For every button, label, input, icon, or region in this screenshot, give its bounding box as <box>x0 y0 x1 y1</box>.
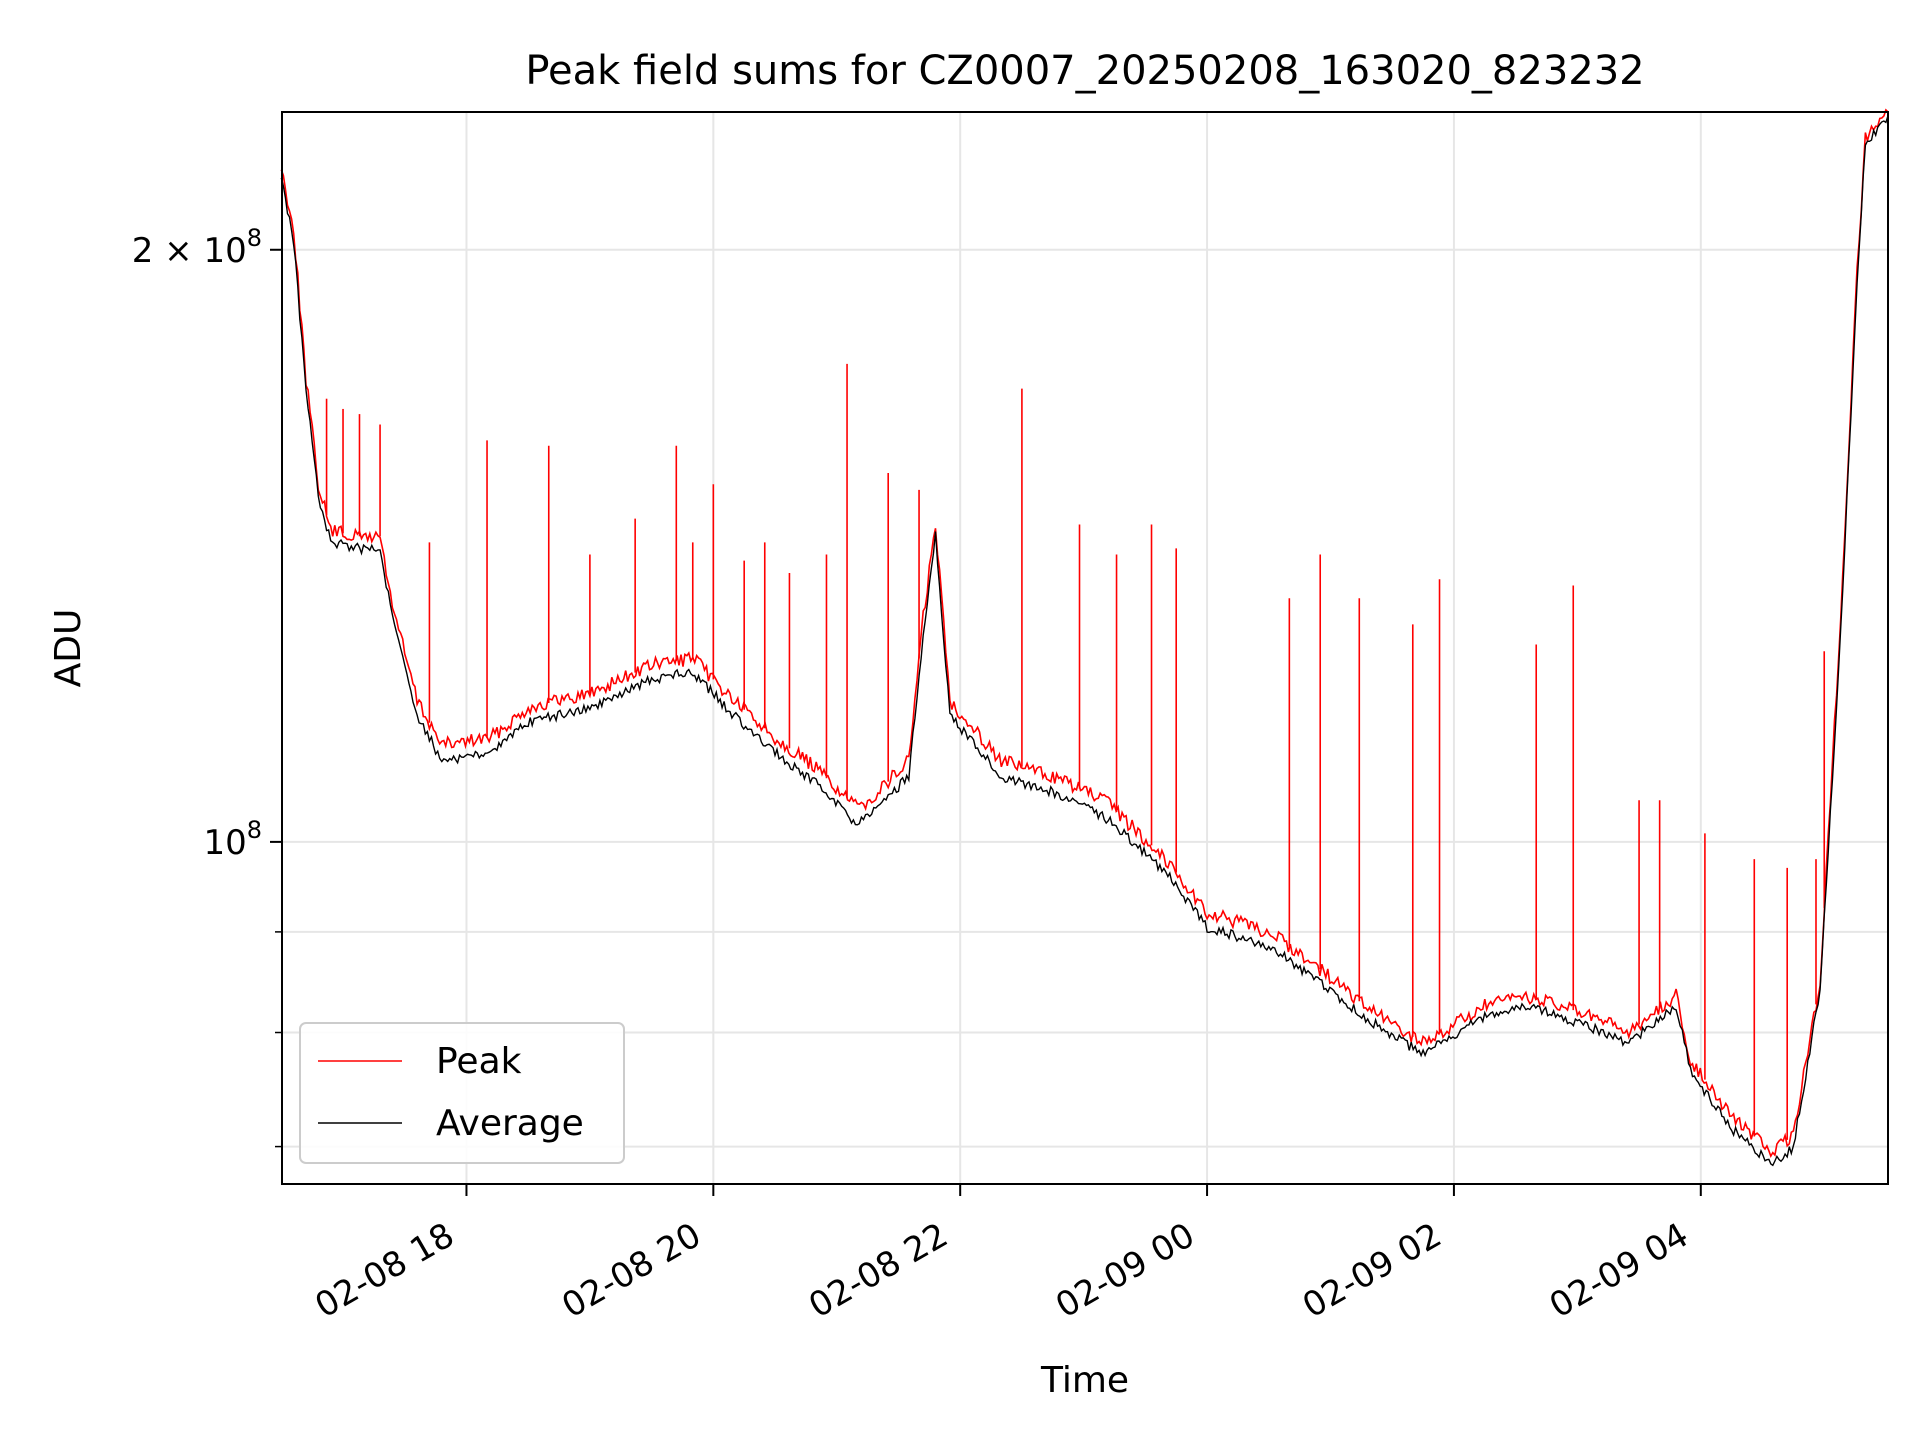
y-axis-ticks: 108 2 × 108 <box>132 224 282 1148</box>
x-axis-label: Time <box>1040 1360 1129 1401</box>
series-average-line <box>280 115 1889 1167</box>
legend-average-label: Average <box>436 1103 584 1144</box>
chart-title: Peak field sums for CZ0007_20250208_1630… <box>525 48 1644 94</box>
y-axis-label: ADU <box>48 609 89 688</box>
plot-frame <box>281 111 1889 1185</box>
series-peak-line <box>280 108 1889 1159</box>
y-tick-label-1: 2 × 108 <box>132 224 262 271</box>
legend-peak-label: Peak <box>436 1041 522 1082</box>
legend-box <box>299 1022 625 1164</box>
series-layer <box>280 108 1889 1167</box>
y-tick-label-0: 108 <box>203 816 262 863</box>
legend: Peak Average <box>299 1022 625 1164</box>
